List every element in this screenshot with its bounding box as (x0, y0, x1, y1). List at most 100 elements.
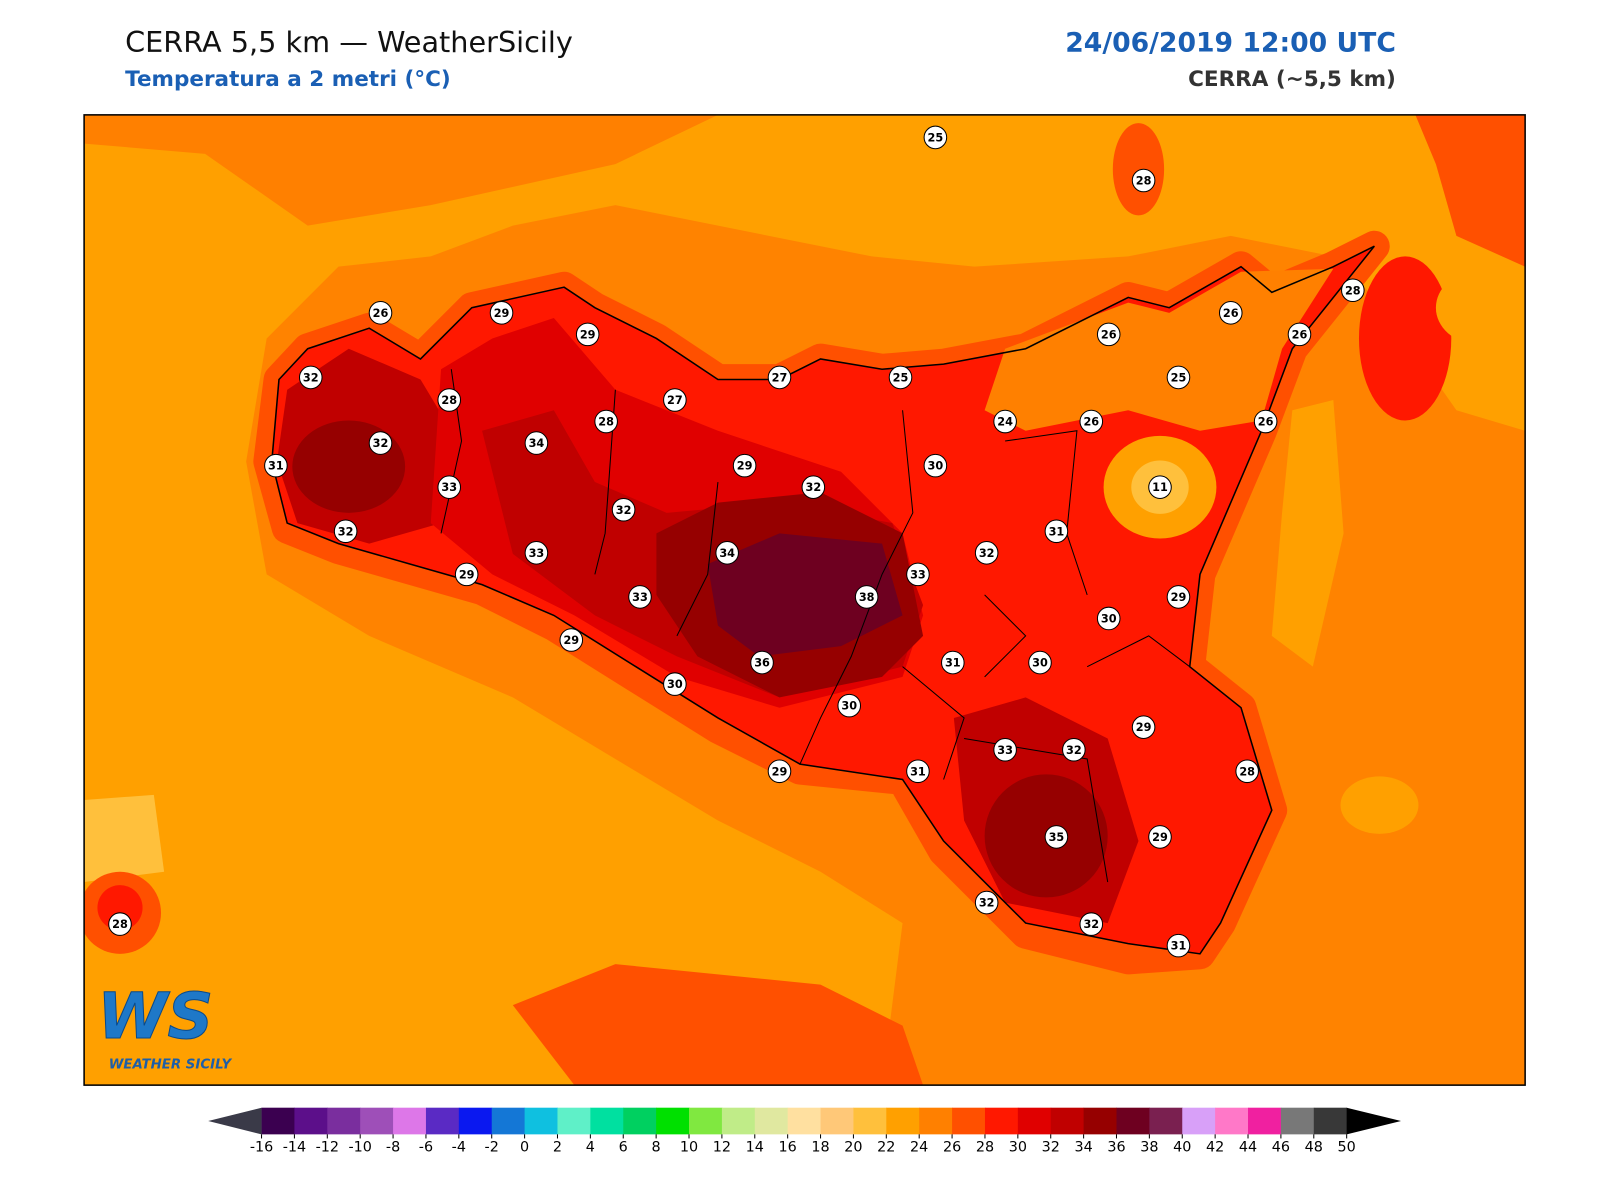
station-marker (923, 453, 948, 478)
station-value: 26 (1223, 307, 1239, 320)
color-box (294, 1107, 328, 1135)
aeolian (1112, 123, 1165, 216)
color-box (1280, 1107, 1315, 1135)
color-box (491, 1107, 526, 1135)
station-value: 30 (928, 460, 944, 473)
station-value: 34 (529, 437, 545, 450)
station-value: 32 (338, 525, 354, 538)
colorbar-label: 20 (844, 1140, 862, 1156)
station-marker (1062, 737, 1086, 762)
station-value: 32 (303, 371, 319, 384)
station-value: 32 (979, 897, 995, 910)
station-value: 28 (1136, 175, 1152, 188)
zone-38 (707, 533, 903, 657)
color-box (886, 1107, 920, 1135)
station-marker (437, 475, 462, 499)
colorbar-label: 36 (1107, 1140, 1125, 1156)
station-marker (1044, 519, 1069, 544)
station-value: 29 (1136, 721, 1152, 734)
station-value: 29 (772, 765, 788, 778)
station-value: 25 (928, 131, 944, 144)
station-marker (1287, 322, 1312, 347)
color-box (425, 1107, 460, 1135)
colorbar-label: 40 (1173, 1140, 1191, 1156)
station-marker (1253, 409, 1278, 434)
color-box (1313, 1107, 1348, 1135)
color-box (1116, 1107, 1150, 1135)
colorbar-label: 12 (713, 1140, 731, 1156)
color-box (919, 1107, 953, 1135)
station-marker (611, 497, 636, 522)
station-marker (801, 475, 826, 499)
station-value: 29 (737, 460, 753, 473)
station-marker (1096, 322, 1121, 347)
station-marker (108, 912, 132, 936)
colorbar-label: 42 (1206, 1140, 1224, 1156)
station-marker (1218, 301, 1243, 325)
colorbar-label: 18 (811, 1140, 829, 1156)
station-value: 35 (1049, 831, 1065, 844)
station-value: 33 (632, 591, 648, 604)
colorbar-label: 2 (553, 1140, 562, 1156)
station-marker (524, 541, 549, 565)
sea-cool (84, 794, 165, 883)
colorbar-label: 32 (1042, 1140, 1060, 1156)
station-value: 25 (893, 371, 909, 384)
extend-under (208, 1107, 262, 1135)
color-box (853, 1107, 887, 1135)
station-marker (1044, 825, 1069, 849)
station-value: 25 (1171, 371, 1187, 384)
station-value: 26 (1292, 328, 1308, 341)
sea-cool (1271, 400, 1344, 667)
colorbar-label: 50 (1338, 1140, 1356, 1156)
title: CERRA 5,5 km — WeatherSicily (125, 25, 573, 59)
station-marker (1096, 606, 1121, 631)
color-box (656, 1107, 690, 1135)
colorbar-label: 8 (652, 1140, 661, 1156)
color-box (1050, 1107, 1085, 1135)
station-marker (594, 409, 618, 434)
station-value: 33 (529, 547, 545, 560)
colorbar-label: 14 (746, 1140, 764, 1156)
colorbar-label: -14 (283, 1140, 306, 1156)
colorbar-label: -8 (386, 1140, 400, 1156)
station-marker (368, 431, 393, 455)
station-marker (993, 737, 1017, 762)
extend-over (1346, 1107, 1402, 1135)
colorbar-label: 34 (1074, 1140, 1092, 1156)
station-value: 27 (667, 394, 683, 407)
colorbar-label: -12 (316, 1140, 339, 1156)
color-box (1083, 1107, 1118, 1135)
station-value: 26 (373, 307, 389, 320)
station-marker (974, 541, 999, 565)
calabria (1358, 256, 1452, 421)
station-marker (941, 650, 965, 675)
stations: 25 28 26 29 29 28 26 26 26 32 27 25 25 28 27 28 24 26 26 32… (108, 125, 1365, 958)
station-value: 32 (1083, 918, 1099, 931)
sea-hot (1415, 114, 1526, 267)
station-value: 32 (805, 481, 821, 494)
colorbar-label: 10 (680, 1140, 698, 1156)
station-marker (1131, 168, 1156, 193)
station-value: 34 (719, 547, 735, 560)
station-value: 31 (910, 765, 926, 778)
station-marker (974, 890, 999, 915)
station-value: 30 (1101, 612, 1117, 625)
station-marker (264, 453, 288, 478)
color-box (458, 1107, 493, 1135)
station-marker (663, 672, 687, 696)
color-box (984, 1107, 1019, 1135)
station-marker (993, 409, 1017, 434)
colorbar-label: -6 (419, 1140, 433, 1156)
logo-name: WEATHER SICILY (109, 1058, 233, 1073)
station-value: 31 (945, 657, 961, 670)
color-box (787, 1107, 822, 1135)
colorbar-label: 28 (976, 1140, 994, 1156)
station-marker (906, 562, 930, 587)
station-marker (1235, 759, 1259, 784)
station-value: 29 (563, 634, 579, 647)
station-marker (575, 322, 600, 347)
color-box (360, 1107, 394, 1135)
colorbar-label: -2 (485, 1140, 499, 1156)
station-marker (454, 562, 479, 587)
